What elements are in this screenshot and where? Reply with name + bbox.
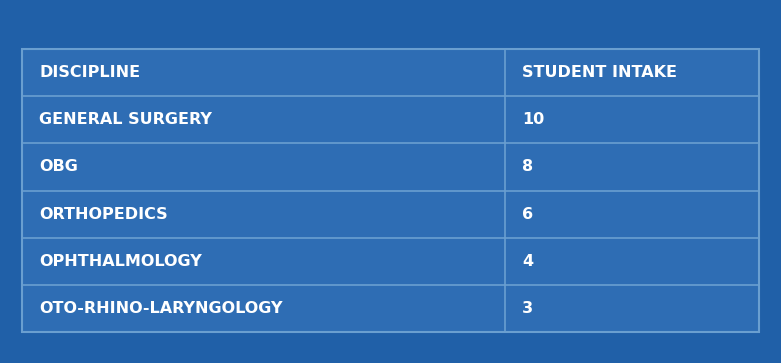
Text: 6: 6 [522, 207, 533, 222]
Text: ORTHOPEDICS: ORTHOPEDICS [39, 207, 168, 222]
Text: OTO-RHINO-LARYNGOLOGY: OTO-RHINO-LARYNGOLOGY [39, 301, 283, 316]
Text: 3: 3 [522, 301, 533, 316]
Text: 4: 4 [522, 254, 533, 269]
Bar [22, 49, 759, 332]
Text: 8: 8 [522, 159, 533, 175]
Text: 10: 10 [522, 112, 544, 127]
Bar [22, 49, 759, 332]
Text: OPHTHALMOLOGY: OPHTHALMOLOGY [39, 254, 201, 269]
Text: OBG: OBG [39, 159, 78, 175]
Text: GENERAL SURGERY: GENERAL SURGERY [39, 112, 212, 127]
Text: DISCIPLINE: DISCIPLINE [39, 65, 140, 80]
Text: STUDENT INTAKE: STUDENT INTAKE [522, 65, 677, 80]
